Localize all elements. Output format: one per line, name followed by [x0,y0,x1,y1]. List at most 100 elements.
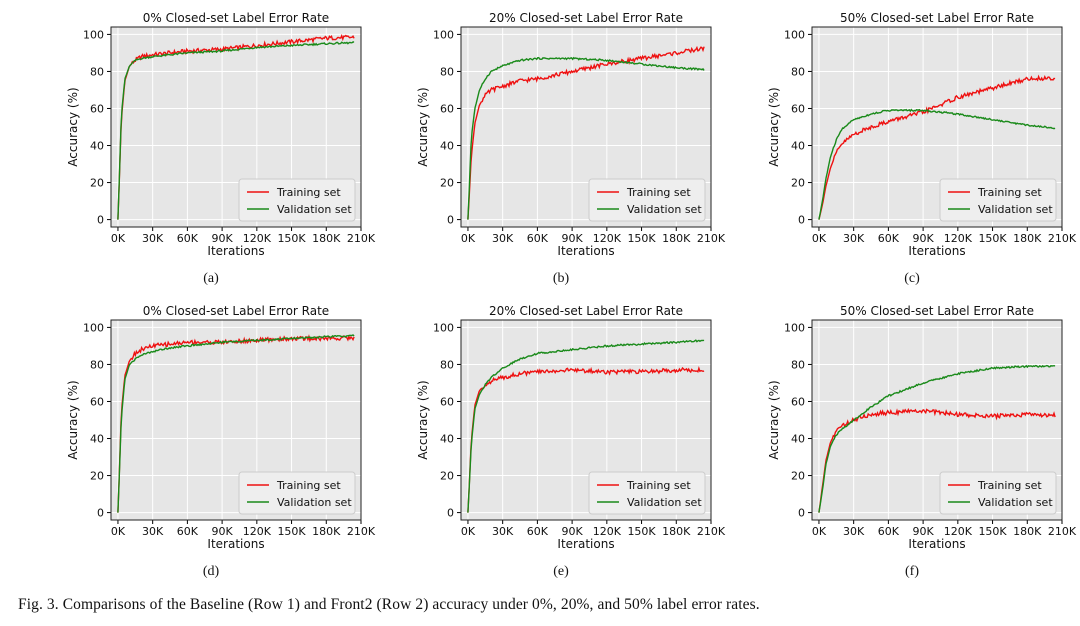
axes-frame [811,26,1063,228]
legend: Training set Validation set [238,178,356,222]
y-tick-label: 60 [90,395,104,408]
x-tick-label: 30K [843,525,865,538]
y-tick-label: 40 [90,140,104,153]
series-line-validation [467,339,705,513]
legend-box [588,178,706,222]
y-tick-label: 100 [433,28,454,41]
series-line-validation [818,364,1056,513]
legend-label: Validation set [627,496,702,509]
x-tick-label: 0K [461,525,476,538]
x-axis-label: Iterations [908,537,965,551]
axes-frame [460,319,712,521]
axes-frame [110,319,362,521]
y-tick-label: 0 [97,507,104,520]
x-tick-label: 30K [142,525,164,538]
y-tick-label: 0 [798,214,805,227]
legend: Training set Validation set [939,471,1057,515]
legend-label: Validation set [277,496,352,509]
legend-label: Validation set [978,496,1053,509]
x-axis-label: Iterations [557,244,614,258]
x-tick-label: 0K [812,232,827,245]
x-tick-label: 120K [944,232,973,245]
y-tick-label: 40 [440,433,454,446]
y-tick-label: 40 [440,140,454,153]
axes-frame [811,319,1063,521]
y-axis-label: Accuracy (%) [66,380,80,459]
legend-label: Training set [276,186,341,199]
x-tick-label: 60K [878,232,900,245]
legend-label: Training set [626,479,691,492]
x-tick-label: 60K [527,525,549,538]
legend-label: Training set [977,186,1042,199]
y-tick-label: 100 [83,28,104,41]
legend: Training set Validation set [939,178,1057,222]
x-tick-label: 30K [492,232,514,245]
x-tick-label: 60K [177,525,199,538]
y-tick-label: 100 [433,321,454,334]
x-tick-label: 210K [697,232,726,245]
x-tick-label: 210K [347,232,376,245]
x-tick-label: 150K [627,525,656,538]
x-tick-label: 30K [142,232,164,245]
chart-title: 20% Closed-set Label Error Rate [489,304,683,318]
y-tick-label: 80 [90,65,104,78]
y-tick-label: 60 [791,102,805,115]
x-tick-label: 210K [697,525,726,538]
series-line-training [117,33,355,220]
x-tick-label: 180K [662,525,691,538]
x-axis-label: Iterations [908,244,965,258]
chart-title: 20% Closed-set Label Error Rate [489,11,683,25]
x-axis-label: Iterations [207,537,264,551]
y-axis-label: Accuracy (%) [767,87,781,166]
x-tick-label: 210K [1048,232,1077,245]
axes-frame [110,26,362,228]
chart-5: 0K 30K 60K 90K 120K 150K 180K 210K 0 20 40 60 80 100 5… [767,304,1077,579]
y-tick-label: 40 [791,433,805,446]
series-line-validation [467,56,705,220]
panel-label: (a) [203,271,219,286]
y-axis-label: Accuracy (%) [767,380,781,459]
x-tick-label: 120K [243,232,272,245]
x-tick-label: 90K [212,525,234,538]
y-tick-label: 20 [440,177,454,190]
panel-label: (c) [904,271,920,286]
y-tick-label: 40 [90,433,104,446]
y-tick-label: 100 [784,321,805,334]
chart-title: 0% Closed-set Label Error Rate [143,11,329,25]
chart-title: 50% Closed-set Label Error Rate [840,304,1034,318]
chart-title: 0% Closed-set Label Error Rate [143,304,329,318]
legend-label: Validation set [978,203,1053,216]
legend-label: Training set [626,186,691,199]
legend: Training set Validation set [588,178,706,222]
y-tick-label: 80 [440,358,454,371]
series-line-training [467,45,705,220]
series-line-training [467,365,705,513]
x-tick-label: 180K [1013,525,1042,538]
axes-frame [460,26,712,228]
panel-label: (d) [203,564,220,579]
chart-0: 0K 30K 60K 90K 120K 150K 180K 210K 0 20 40 60 80 100 0… [66,11,376,286]
x-tick-label: 90K [562,232,584,245]
x-tick-label: 210K [1048,525,1077,538]
x-axis-label: Iterations [207,244,264,258]
y-tick-label: 80 [791,65,805,78]
x-tick-label: 90K [212,232,234,245]
series-line-validation [818,108,1056,220]
x-tick-label: 180K [1013,232,1042,245]
panel-label: (b) [553,271,570,286]
legend-box [939,178,1057,222]
y-tick-label: 40 [791,140,805,153]
x-tick-label: 150K [978,232,1007,245]
x-tick-label: 120K [944,525,973,538]
y-tick-label: 80 [90,358,104,371]
x-tick-label: 210K [347,525,376,538]
x-tick-label: 0K [111,232,126,245]
legend-label: Training set [977,479,1042,492]
y-tick-label: 20 [791,470,805,483]
y-tick-label: 20 [90,177,104,190]
chart-1: 0K 30K 60K 90K 120K 150K 180K 210K 0 20 40 60 80 100 2… [416,11,726,286]
legend: Training set Validation set [238,471,356,515]
legend-box [238,471,356,515]
figure-caption: Fig. 3. Comparisons of the Baseline (Row… [18,596,760,613]
